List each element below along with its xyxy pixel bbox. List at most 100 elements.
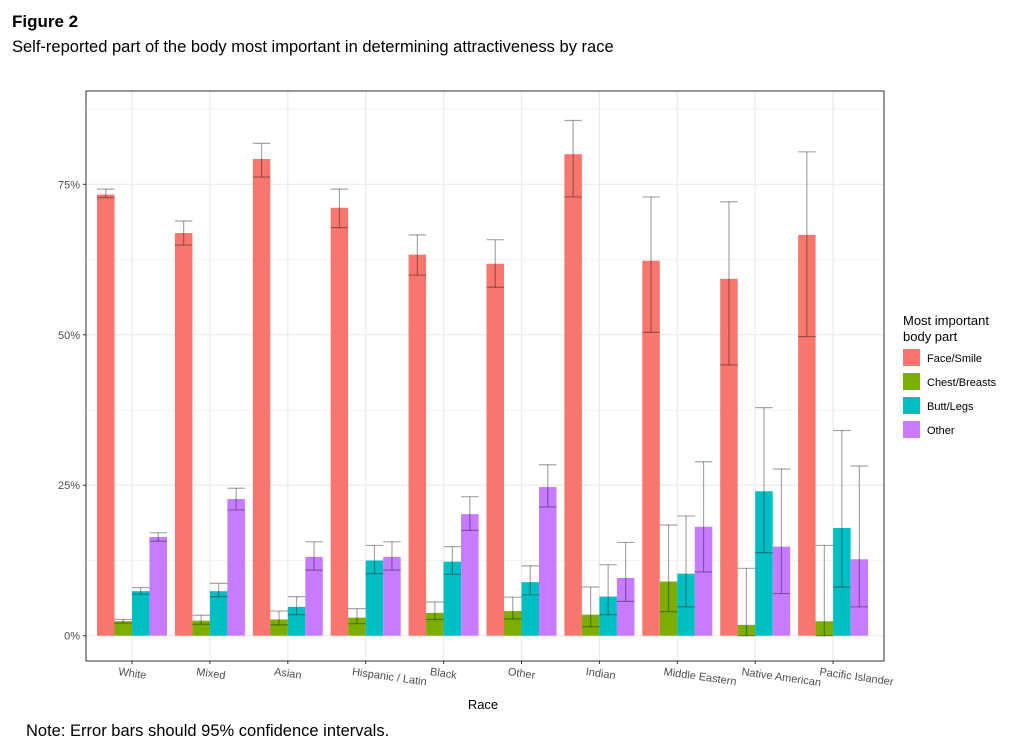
bars bbox=[97, 154, 869, 636]
bar-other bbox=[850, 559, 869, 636]
figure-subtitle: Self-reported part of the body most impo… bbox=[12, 38, 614, 56]
error-bars bbox=[97, 119, 869, 637]
bar-other bbox=[305, 556, 323, 636]
grid bbox=[86, 91, 884, 661]
x-axis-title: Race bbox=[468, 697, 498, 712]
error-bar bbox=[642, 196, 660, 333]
bar-chest-breasts bbox=[426, 612, 444, 636]
bar-butt-legs bbox=[365, 560, 384, 636]
bar-butt-legs bbox=[209, 591, 228, 636]
y-tick-label: 0% bbox=[64, 631, 80, 643]
x-tick-label: Native American bbox=[741, 666, 822, 689]
error-bar bbox=[252, 142, 271, 178]
error-bar bbox=[539, 464, 557, 508]
y-tick-label: 75% bbox=[58, 179, 80, 191]
bar-face-smile bbox=[798, 234, 816, 636]
bar-face-smile bbox=[330, 207, 349, 636]
legend-label: Face/Smile bbox=[927, 353, 982, 365]
error-bar bbox=[192, 614, 210, 625]
error-bar bbox=[737, 567, 756, 637]
error-bar bbox=[132, 586, 150, 595]
error-bar bbox=[486, 239, 504, 288]
figure-note: Note: Error bars should 95% confidence i… bbox=[26, 722, 390, 740]
legend-swatch bbox=[903, 349, 920, 366]
plot-border bbox=[85, 90, 885, 662]
bar-chest-breasts bbox=[192, 620, 210, 636]
error-bar bbox=[720, 201, 738, 366]
y-tick-label: 25% bbox=[58, 480, 80, 492]
bar-chest-breasts bbox=[815, 621, 834, 636]
bar-other bbox=[539, 487, 557, 636]
x-tick-label: White bbox=[118, 666, 148, 682]
x-tick-label: Pacific Islander bbox=[819, 666, 895, 688]
error-bar bbox=[772, 468, 791, 595]
error-bar bbox=[755, 406, 773, 554]
bar-face-smile bbox=[97, 194, 115, 636]
bar-butt-legs bbox=[132, 591, 150, 636]
error-bar bbox=[798, 151, 816, 338]
x-tick-label: Hispanic / Latin bbox=[351, 666, 427, 688]
error-bar bbox=[149, 532, 167, 542]
legend-title: Most important bbox=[903, 313, 989, 328]
bar-face-smile bbox=[252, 159, 271, 636]
bar-butt-legs bbox=[755, 491, 773, 636]
error-bar bbox=[408, 234, 427, 276]
legend-title: body part bbox=[903, 329, 958, 344]
error-bar bbox=[330, 188, 349, 229]
error-bar bbox=[564, 119, 582, 198]
error-bar bbox=[174, 220, 193, 246]
legend-swatch bbox=[903, 421, 920, 438]
error-bar bbox=[815, 544, 834, 637]
bar-butt-legs bbox=[443, 561, 462, 636]
bar-face-smile bbox=[642, 260, 660, 636]
error-bar bbox=[227, 487, 245, 511]
error-bar bbox=[97, 188, 115, 199]
error-bar bbox=[521, 565, 539, 596]
x-tick-label: Other bbox=[507, 666, 536, 682]
bar-butt-legs bbox=[833, 527, 851, 636]
bar-face-smile bbox=[720, 278, 738, 636]
x-tick-label: Middle Eastern bbox=[663, 666, 737, 688]
bar-other bbox=[772, 546, 791, 636]
error-bar bbox=[504, 596, 522, 620]
bar-chest-breasts bbox=[270, 619, 288, 636]
bar-chest-breasts bbox=[504, 611, 522, 636]
error-bar bbox=[616, 541, 635, 603]
bar-other bbox=[227, 499, 245, 636]
bar-butt-legs bbox=[287, 606, 306, 636]
bar-butt-legs bbox=[599, 596, 617, 636]
error-bar bbox=[461, 496, 479, 531]
bar-face-smile bbox=[408, 254, 427, 636]
legend-label: Other bbox=[927, 425, 955, 437]
error-bar bbox=[443, 546, 462, 575]
bar-other bbox=[694, 526, 713, 636]
bar-chest-breasts bbox=[348, 617, 366, 636]
y-tick-label: 50% bbox=[58, 330, 80, 342]
bar-other bbox=[149, 537, 167, 636]
bar-chest-breasts bbox=[581, 614, 600, 636]
legend-label: Butt/Legs bbox=[927, 401, 974, 413]
bar-chest-breasts bbox=[659, 581, 678, 636]
error-bar bbox=[599, 564, 617, 616]
error-bar bbox=[383, 541, 401, 571]
error-bar bbox=[348, 608, 366, 625]
error-bar bbox=[365, 544, 384, 575]
x-tick-label: Asian bbox=[273, 666, 302, 682]
bar-face-smile bbox=[174, 233, 193, 636]
legend-label: Chest/Breasts bbox=[927, 377, 997, 389]
error-bar bbox=[694, 461, 713, 573]
error-bar bbox=[209, 582, 228, 598]
error-bar bbox=[270, 610, 288, 626]
error-bar bbox=[581, 586, 600, 628]
error-bar bbox=[850, 465, 869, 608]
error-bar bbox=[114, 618, 132, 624]
x-tick-label: Indian bbox=[585, 666, 616, 682]
bar-face-smile bbox=[486, 263, 504, 636]
error-bar bbox=[659, 524, 678, 613]
x-tick-label: Black bbox=[429, 666, 458, 682]
error-bar bbox=[305, 541, 323, 571]
bar-butt-legs bbox=[521, 582, 539, 636]
bar-chest-breasts bbox=[737, 624, 756, 636]
